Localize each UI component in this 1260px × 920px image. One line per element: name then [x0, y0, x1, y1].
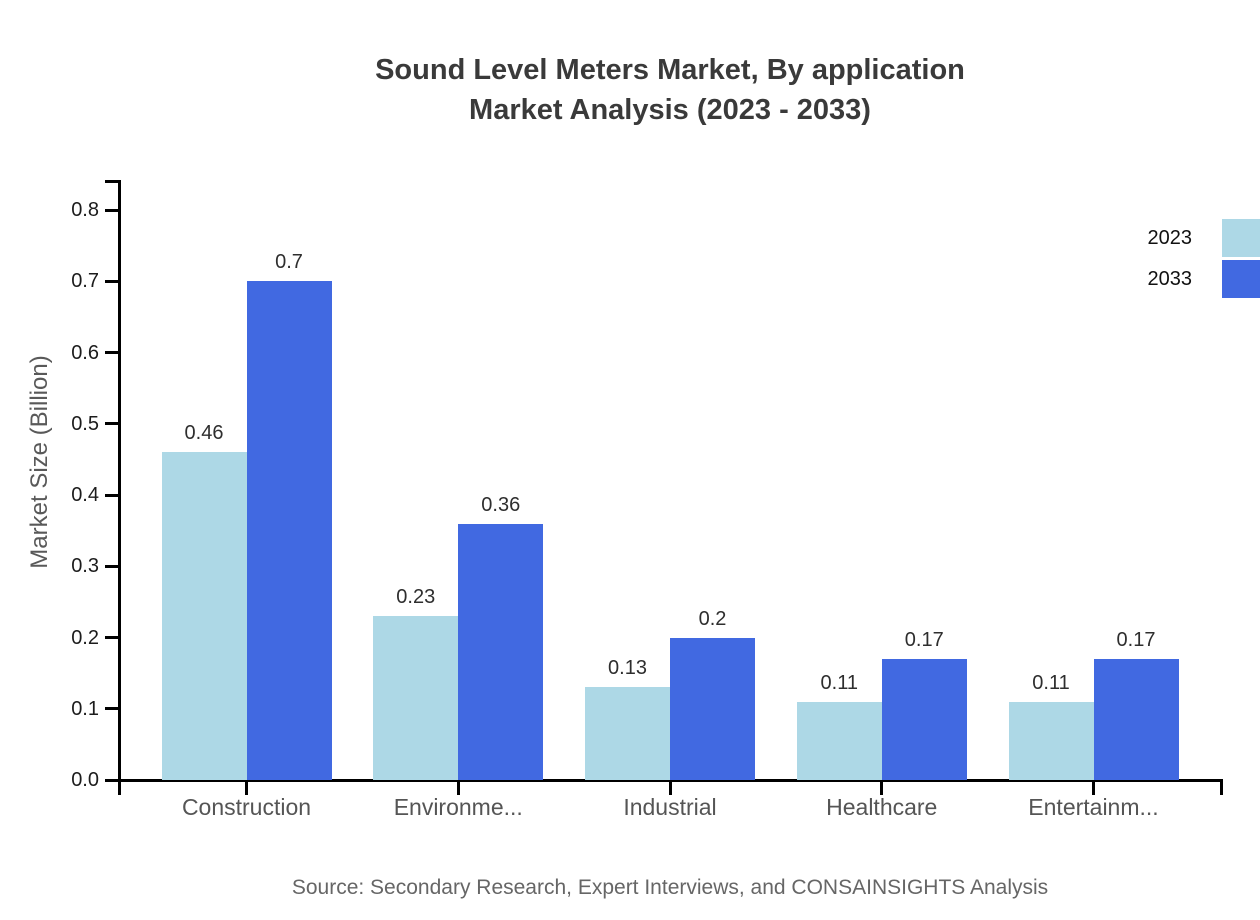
legend-label-2033: 2033	[1147, 268, 1193, 290]
y-axis-line	[118, 180, 121, 782]
x-axis-end-tick	[1220, 778, 1223, 795]
y-axis-label: Market Size (Billion)	[26, 355, 53, 569]
bar-2023-construction	[161, 452, 247, 780]
value-label: 0.13	[608, 657, 647, 680]
y-tick-label: 0.8	[71, 199, 99, 221]
y-tick	[105, 279, 118, 283]
bar-2023-environme	[373, 616, 459, 780]
y-tick-label: 0.5	[71, 412, 99, 435]
y-tick-label: 0.7	[71, 270, 99, 293]
value-label: 0.7	[275, 251, 303, 274]
y-tick	[105, 707, 118, 711]
category-label: Industrial	[623, 794, 717, 820]
category-label: Healthcare	[826, 794, 938, 820]
chart-title: Sound Level Meters Market, By applicatio…	[80, 50, 1260, 130]
y-tick	[105, 778, 118, 782]
value-label: 0.23	[396, 586, 436, 609]
x-tick	[456, 778, 460, 795]
y-tick-label: 0.2	[71, 626, 99, 649]
y-tick	[105, 208, 118, 212]
bar-2033-industrial	[670, 637, 755, 780]
value-label: 0.11	[820, 671, 858, 694]
source-note: Source: Secondary Research, Expert Inter…	[291, 876, 1049, 899]
legend-swatch-2033	[1222, 260, 1260, 298]
y-tick-label: 0.0	[71, 769, 99, 791]
legend-label-2023: 2023	[1147, 227, 1193, 249]
chart-title-line-2: Market Analysis (2023 - 2033)	[469, 94, 871, 126]
value-label: 0.2	[698, 607, 727, 630]
y-tick	[105, 564, 118, 568]
value-label: 0.17	[904, 628, 944, 651]
bar-2023-healthcare	[796, 701, 882, 780]
bar-2033-construction	[246, 281, 332, 780]
y-tick	[105, 493, 118, 497]
y-axis-end-cap	[105, 180, 118, 183]
legend-swatch-2023	[1222, 219, 1260, 257]
value-label: 0.11	[1032, 671, 1070, 694]
value-label: 0.17	[1116, 628, 1156, 651]
value-label: 0.46	[184, 422, 224, 445]
y-tick-label: 0.1	[71, 697, 99, 720]
category-label: Construction	[181, 794, 312, 820]
y-tick-label: 0.3	[71, 555, 99, 578]
y-tick	[105, 636, 118, 639]
x-axis-end-tick	[118, 778, 121, 795]
category-label: Environme...	[393, 794, 523, 820]
y-tick-label: 0.4	[71, 484, 99, 506]
y-tick-label: 0.6	[71, 341, 99, 364]
x-tick	[668, 778, 672, 795]
y-tick	[105, 422, 118, 426]
bar-2033-entertainm	[1093, 658, 1179, 780]
value-label: 0.36	[481, 493, 521, 516]
bar-2023-entertainm	[1008, 701, 1094, 780]
bar-2033-healthcare	[881, 658, 967, 780]
y-tick	[105, 351, 118, 354]
x-tick	[245, 778, 248, 795]
chart-title-line-1: Sound Level Meters Market, By applicatio…	[375, 54, 965, 86]
bar-2033-environme	[458, 523, 544, 780]
x-tick	[880, 778, 884, 795]
bar-2023-industrial	[585, 687, 670, 780]
category-label: Entertainm...	[1028, 794, 1159, 820]
x-tick	[1092, 778, 1095, 795]
